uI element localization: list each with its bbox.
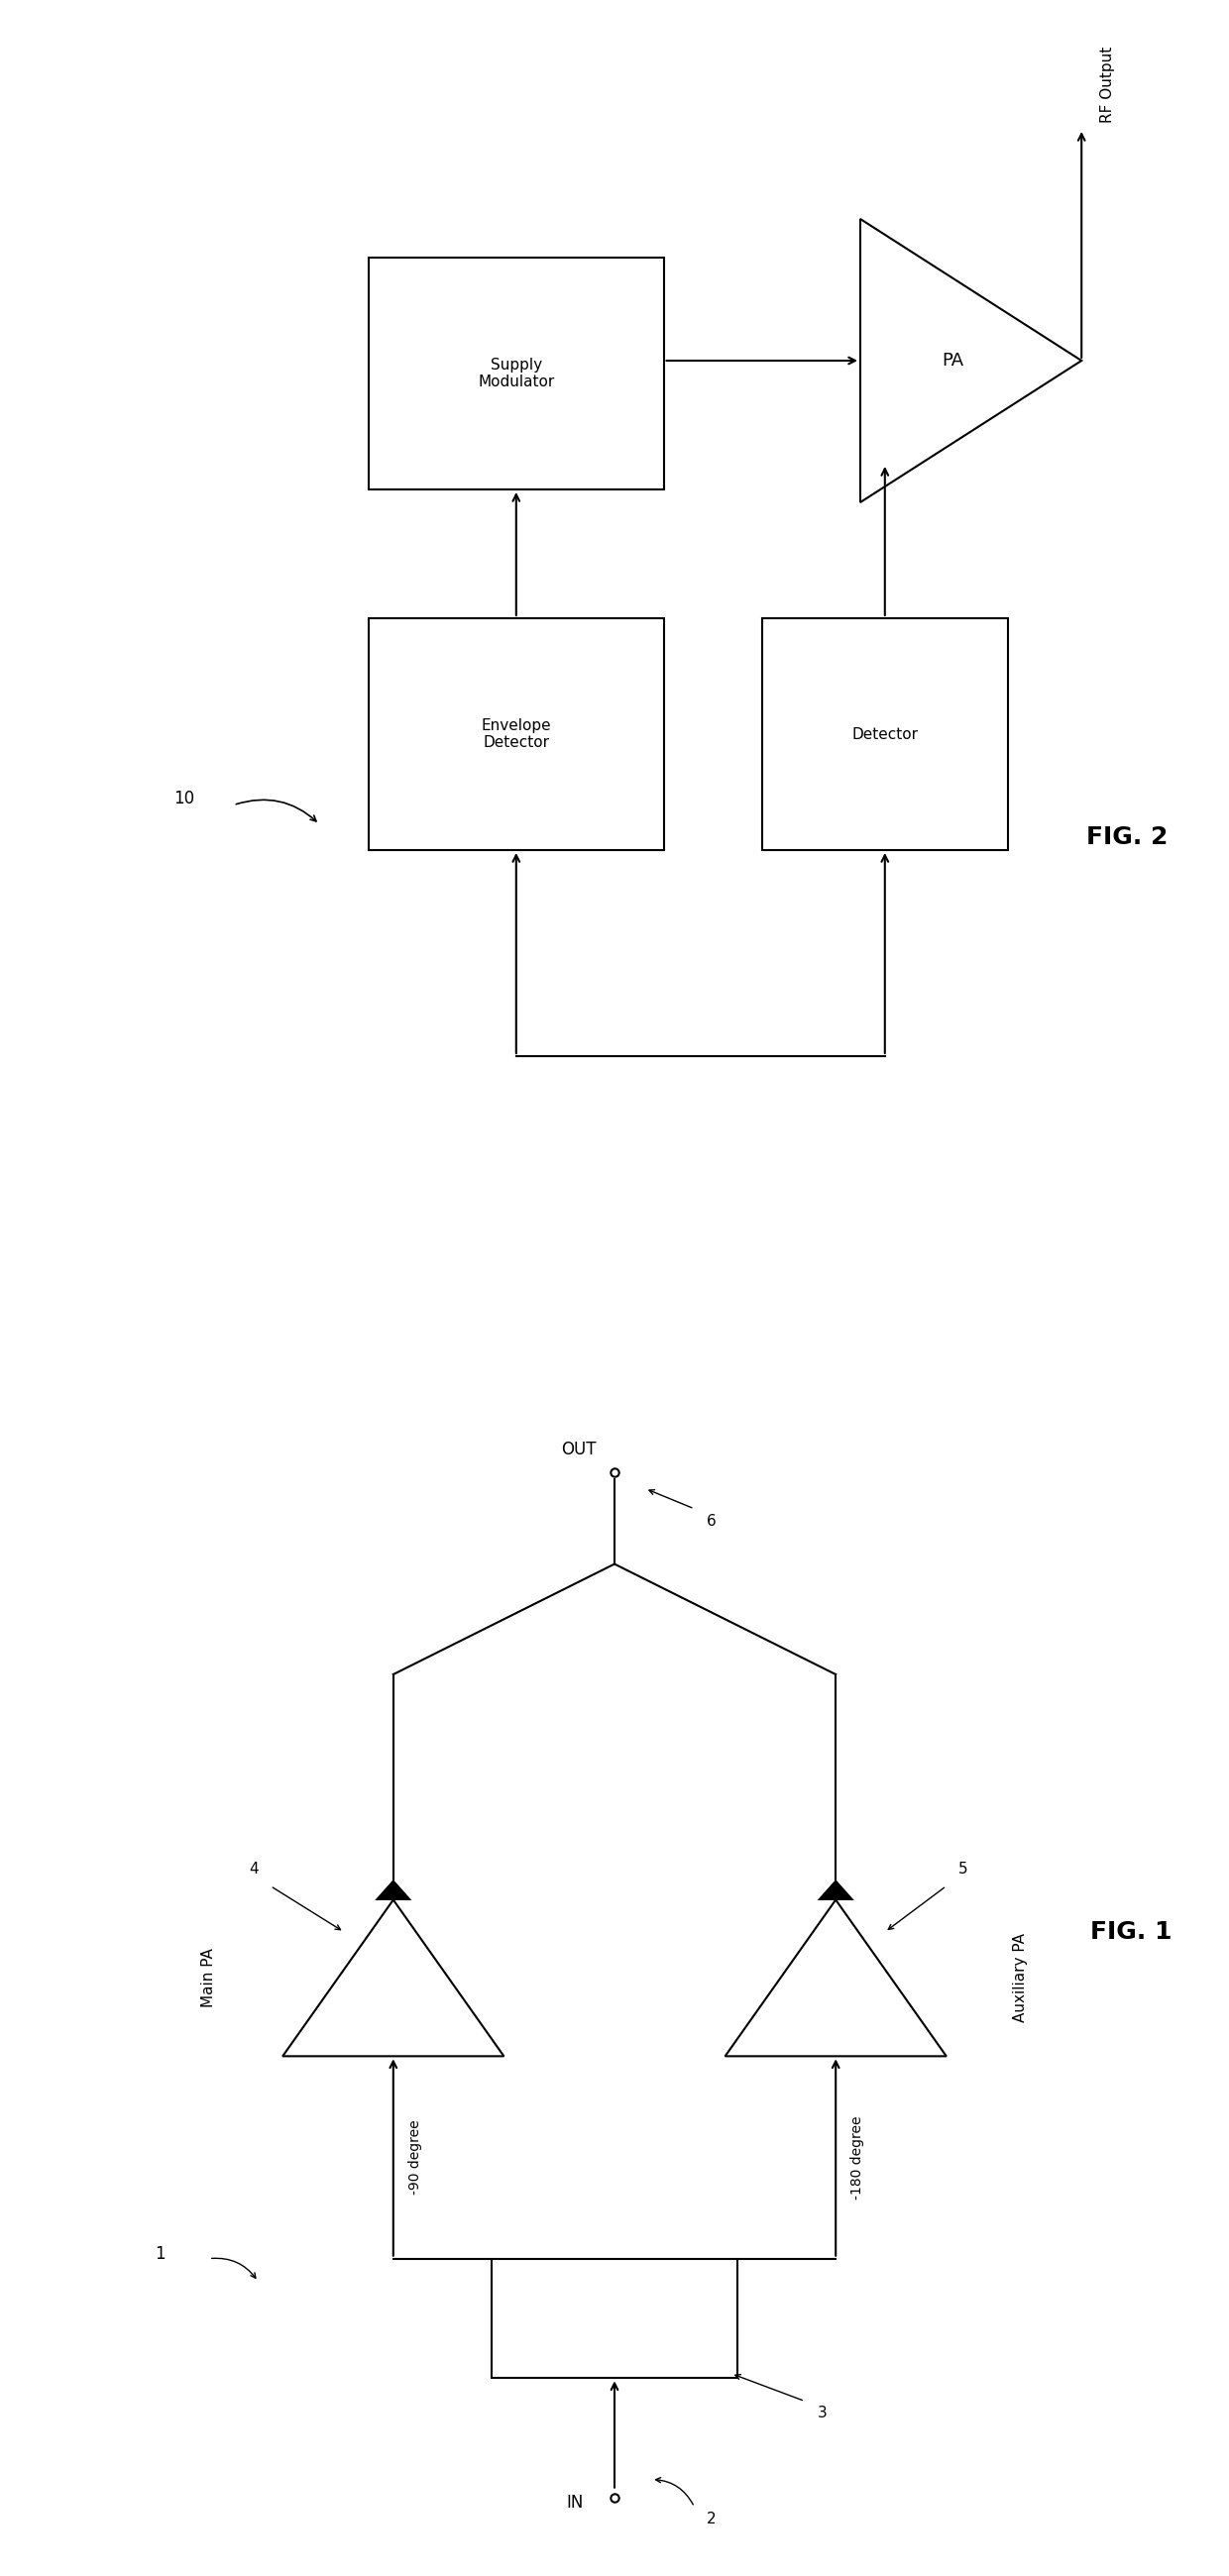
Text: 6: 6: [707, 1515, 717, 1528]
Text: 4: 4: [248, 1862, 258, 1878]
Text: Envelope
Detector: Envelope Detector: [482, 719, 551, 750]
Text: OUT: OUT: [560, 1440, 596, 1458]
Text: 3: 3: [817, 2406, 827, 2421]
Bar: [369, 258, 664, 489]
Text: -180 degree: -180 degree: [850, 2115, 864, 2200]
Text: FIG. 2: FIG. 2: [1086, 824, 1168, 850]
Text: Detector: Detector: [852, 726, 918, 742]
Text: 5: 5: [959, 1862, 968, 1878]
Polygon shape: [375, 1880, 412, 1901]
Text: 2: 2: [707, 2512, 717, 2527]
Text: FIG. 1: FIG. 1: [1090, 1919, 1171, 1945]
Text: RF Output: RF Output: [1100, 46, 1115, 121]
Bar: [369, 618, 664, 850]
Text: Auxiliary PA: Auxiliary PA: [1013, 1935, 1027, 2022]
Text: 1: 1: [155, 2246, 165, 2262]
Text: 10: 10: [173, 791, 195, 806]
Text: Supply
Modulator: Supply Modulator: [478, 358, 554, 389]
Text: PA: PA: [941, 353, 964, 368]
Text: -90 degree: -90 degree: [408, 2120, 422, 2195]
Text: Main PA: Main PA: [202, 1947, 216, 2007]
Polygon shape: [817, 1880, 854, 1901]
Text: IN: IN: [567, 2494, 584, 2512]
Bar: [762, 618, 1008, 850]
Bar: [492, 2259, 737, 2378]
